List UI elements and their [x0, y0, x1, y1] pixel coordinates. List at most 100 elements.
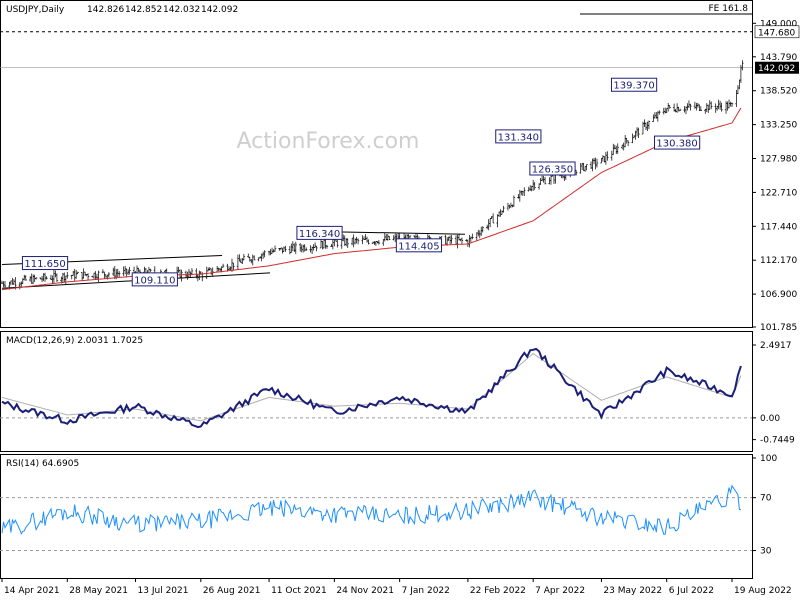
- ohlc-bar: [76, 271, 79, 275]
- ohlc-bar: [367, 239, 370, 245]
- price-axis-label: 117.440: [760, 222, 797, 232]
- ohlc-bar: [616, 143, 619, 154]
- annotation-label: 114.405: [398, 241, 439, 252]
- annotation-box: [495, 129, 542, 144]
- ohlc-bar: [273, 245, 277, 252]
- annotation-box: [395, 238, 443, 253]
- price-axis-label: 122.710: [760, 188, 797, 198]
- ohlc-bar: [3, 281, 7, 289]
- price-axis-label: 133.250: [760, 121, 797, 131]
- ohlc-bar: [180, 269, 183, 282]
- price-annotation: 109.110: [131, 272, 178, 287]
- ohlc-bar: [45, 276, 48, 280]
- last-price-label: 142.092: [758, 64, 795, 74]
- price-axis-label: 149.000: [760, 19, 797, 29]
- ohlc-bar: [284, 245, 287, 252]
- annotation-box: [610, 77, 658, 92]
- ohlc-bar: [86, 273, 90, 281]
- price-annotation: 126.350: [529, 161, 576, 176]
- annotation-label: 116.340: [299, 229, 340, 240]
- ohlc-bar: [408, 235, 412, 238]
- ohlc-bar: [55, 273, 59, 282]
- ohlc-bar: [24, 275, 27, 281]
- rsi-axis-label: 70: [760, 494, 772, 504]
- ohlc-bar: [678, 108, 682, 112]
- ohlc-bar: [149, 268, 152, 272]
- x-axis-label: 24 Nov 2021: [336, 586, 394, 596]
- price-panel: [0, 0, 753, 328]
- ohlc-bar: [543, 176, 547, 185]
- x-axis-label: 14 Apr 2021: [4, 586, 60, 596]
- rsi-line: [1, 484, 741, 535]
- x-axis-label: 7 Jan 2022: [402, 586, 450, 596]
- ohlc-bar: [315, 245, 318, 252]
- ohlc-bar: [138, 269, 142, 273]
- ohlc-bar: [377, 239, 381, 245]
- price-axis-label: 127.980: [760, 155, 797, 165]
- ohlc-bar: [647, 120, 651, 130]
- ohlc-bar: [533, 182, 536, 190]
- price-axis-label: 101.785: [760, 323, 797, 333]
- macd-main-line: [1, 347, 742, 429]
- annotation-box: [21, 256, 69, 271]
- ohlc-bar: [460, 237, 464, 245]
- x-axis-label: 23 May 2022: [603, 586, 662, 596]
- price-axis-label: 138.520: [760, 87, 797, 97]
- ohlc-bar: [221, 263, 225, 268]
- price-annotation: 116.340: [296, 225, 343, 240]
- ohlc-bar: [263, 250, 266, 258]
- ohlc-bar: [304, 247, 308, 251]
- ohlc-bar: [253, 255, 256, 261]
- ohlc-bar: [128, 267, 131, 275]
- ohlc-bar: [97, 270, 100, 283]
- fe-label: FE 161.8: [709, 4, 749, 14]
- ohlc-bar: [730, 102, 734, 107]
- annotation-label: 139.370: [613, 81, 654, 92]
- x-axis-label: 6 Jul 2022: [669, 586, 714, 596]
- annotation-label: 109.110: [134, 275, 175, 286]
- annotation-box: [529, 161, 576, 176]
- x-axis-label: 13 Jul 2021: [138, 586, 189, 596]
- x-axis-label: 28 May 2021: [69, 586, 128, 596]
- rsi-title: RSI(14) 64.6905: [6, 459, 79, 469]
- ohlc-bar: [325, 244, 329, 249]
- ohlc-bar: [118, 271, 121, 277]
- ohlc-bar: [689, 103, 692, 111]
- ohlc-bar: [502, 205, 505, 213]
- price-open: 142.826: [87, 5, 124, 15]
- annotation-box: [296, 225, 343, 240]
- fe-level-tag: [754, 25, 800, 39]
- ohlc-bar: [107, 272, 111, 278]
- price-low: 142.032: [163, 5, 200, 15]
- ohlc-bar: [637, 127, 640, 139]
- rsi-axis-label: 100: [760, 454, 777, 464]
- ohlc-bar: [658, 110, 661, 115]
- ohlc-bar: [471, 233, 474, 240]
- ohlc-bar: [346, 238, 349, 248]
- x-axis-label: 19 Aug 2022: [734, 586, 792, 596]
- annotation-label: 131.340: [498, 132, 539, 143]
- annotation-label: 111.650: [24, 259, 65, 270]
- ohlc-bar: [450, 235, 453, 244]
- price-annotation: 111.650: [21, 256, 69, 271]
- annotation-box: [654, 135, 701, 150]
- x-axis-label: 11 Oct 2021: [271, 586, 327, 596]
- watermark: ActionForex.com: [237, 129, 420, 154]
- x-axis-label: 7 Apr 2022: [535, 586, 585, 596]
- ohlc-bar: [14, 277, 17, 290]
- range-top-line: [329, 231, 466, 235]
- last-price-tag: [755, 61, 799, 74]
- ohlc-bar: [710, 101, 713, 110]
- macd-axis-label: 2.4917: [760, 341, 792, 351]
- rsi-panel: [0, 454, 753, 579]
- price-annotation: 114.405: [395, 238, 443, 253]
- ohlc-bar: [481, 226, 484, 233]
- annotation-label: 126.350: [532, 164, 573, 175]
- ohlc-bar: [491, 213, 495, 224]
- annotation-label: 130.380: [656, 139, 697, 150]
- ohlc-bar: [595, 158, 599, 168]
- x-axis-label: 26 Aug 2021: [203, 586, 261, 596]
- price-annotation: 130.380: [654, 135, 701, 150]
- ohlc-bar: [34, 277, 38, 280]
- ohlc-bar: [242, 254, 246, 261]
